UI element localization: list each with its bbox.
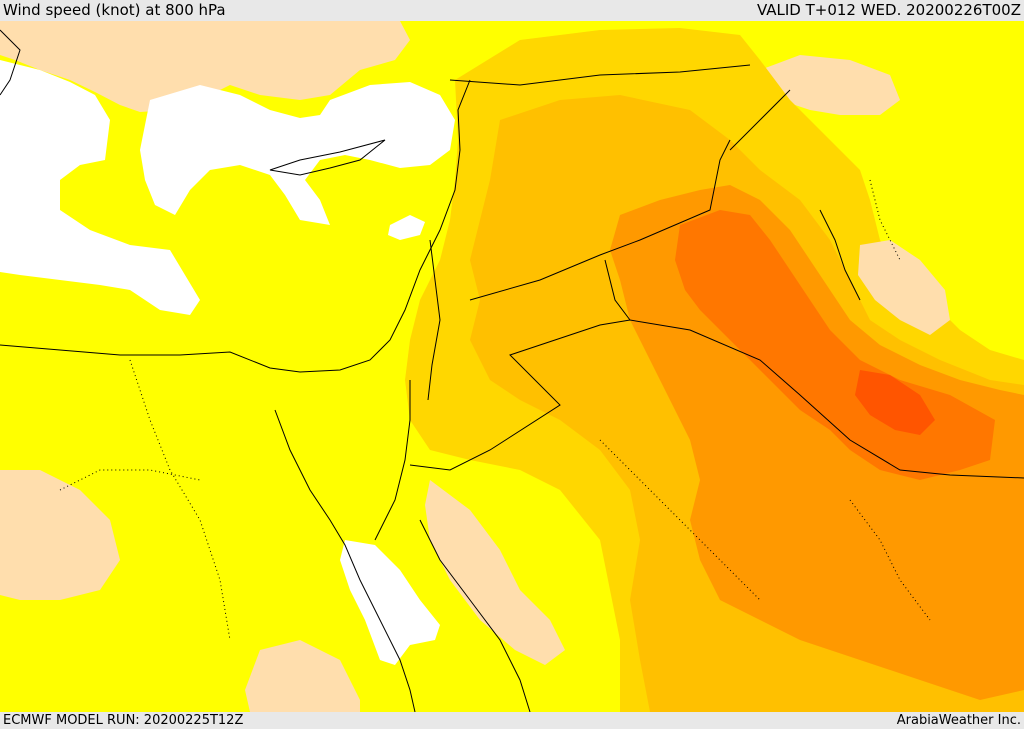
band-tan-northeast (760, 55, 900, 115)
map-title: Wind speed (knot) at 800 hPa (3, 1, 226, 19)
footer-bar: ECMWF MODEL RUN: 20200225T12Z ArabiaWeat… (0, 712, 1024, 729)
dotted-boundaries (59, 179, 931, 641)
band-white-aegean (0, 60, 200, 315)
band-tan-north (0, 21, 410, 112)
header-bar: Wind speed (knot) at 800 hPa VALID T+012… (0, 0, 1024, 21)
band-red-orange (855, 370, 935, 435)
band-white-redsea (340, 540, 440, 665)
model-run-label: ECMWF MODEL RUN: 20200225T12Z (3, 713, 244, 728)
coastlines (0, 29, 1024, 712)
wind-speed-map (0, 21, 1024, 712)
band-white-spot (388, 215, 425, 240)
band-white-mediterranean (140, 82, 455, 225)
band-tan-southwest (0, 470, 120, 600)
valid-time-label: VALID T+012 WED. 20200226T00Z (756, 1, 1021, 19)
band-tan-sinai-arabia (425, 480, 565, 665)
band-tan-egypt-south (245, 640, 360, 712)
band-tan-gulf (858, 240, 950, 335)
credit-label: ArabiaWeather Inc. (896, 713, 1021, 728)
